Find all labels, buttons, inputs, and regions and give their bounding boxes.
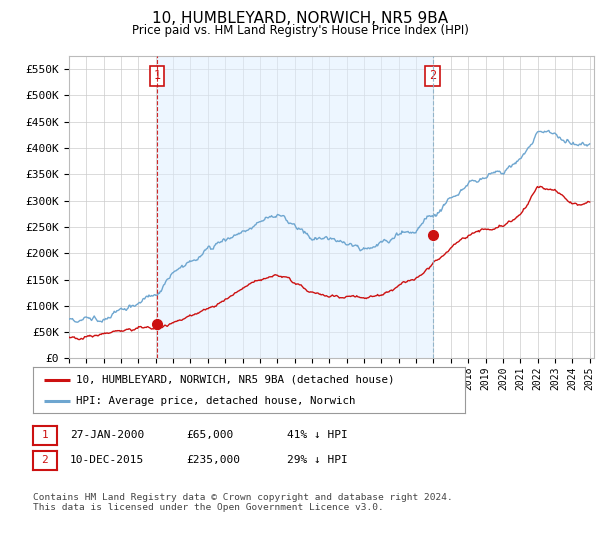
Text: 29% ↓ HPI: 29% ↓ HPI <box>287 455 347 465</box>
Text: Price paid vs. HM Land Registry's House Price Index (HPI): Price paid vs. HM Land Registry's House … <box>131 24 469 37</box>
Text: 10, HUMBLEYARD, NORWICH, NR5 9BA (detached house): 10, HUMBLEYARD, NORWICH, NR5 9BA (detach… <box>76 375 395 385</box>
Text: HPI: Average price, detached house, Norwich: HPI: Average price, detached house, Norw… <box>76 396 356 406</box>
Text: 2: 2 <box>429 69 436 82</box>
Text: Contains HM Land Registry data © Crown copyright and database right 2024.
This d: Contains HM Land Registry data © Crown c… <box>33 493 453 512</box>
Text: 1: 1 <box>154 69 161 82</box>
Text: £65,000: £65,000 <box>186 430 233 440</box>
Text: 41% ↓ HPI: 41% ↓ HPI <box>287 430 347 440</box>
Bar <box>157 56 433 358</box>
Text: £235,000: £235,000 <box>186 455 240 465</box>
Text: 2: 2 <box>41 455 49 465</box>
Text: 27-JAN-2000: 27-JAN-2000 <box>70 430 145 440</box>
Text: 10-DEC-2015: 10-DEC-2015 <box>70 455 145 465</box>
Text: 10, HUMBLEYARD, NORWICH, NR5 9BA: 10, HUMBLEYARD, NORWICH, NR5 9BA <box>152 11 448 26</box>
Text: 1: 1 <box>41 430 49 440</box>
